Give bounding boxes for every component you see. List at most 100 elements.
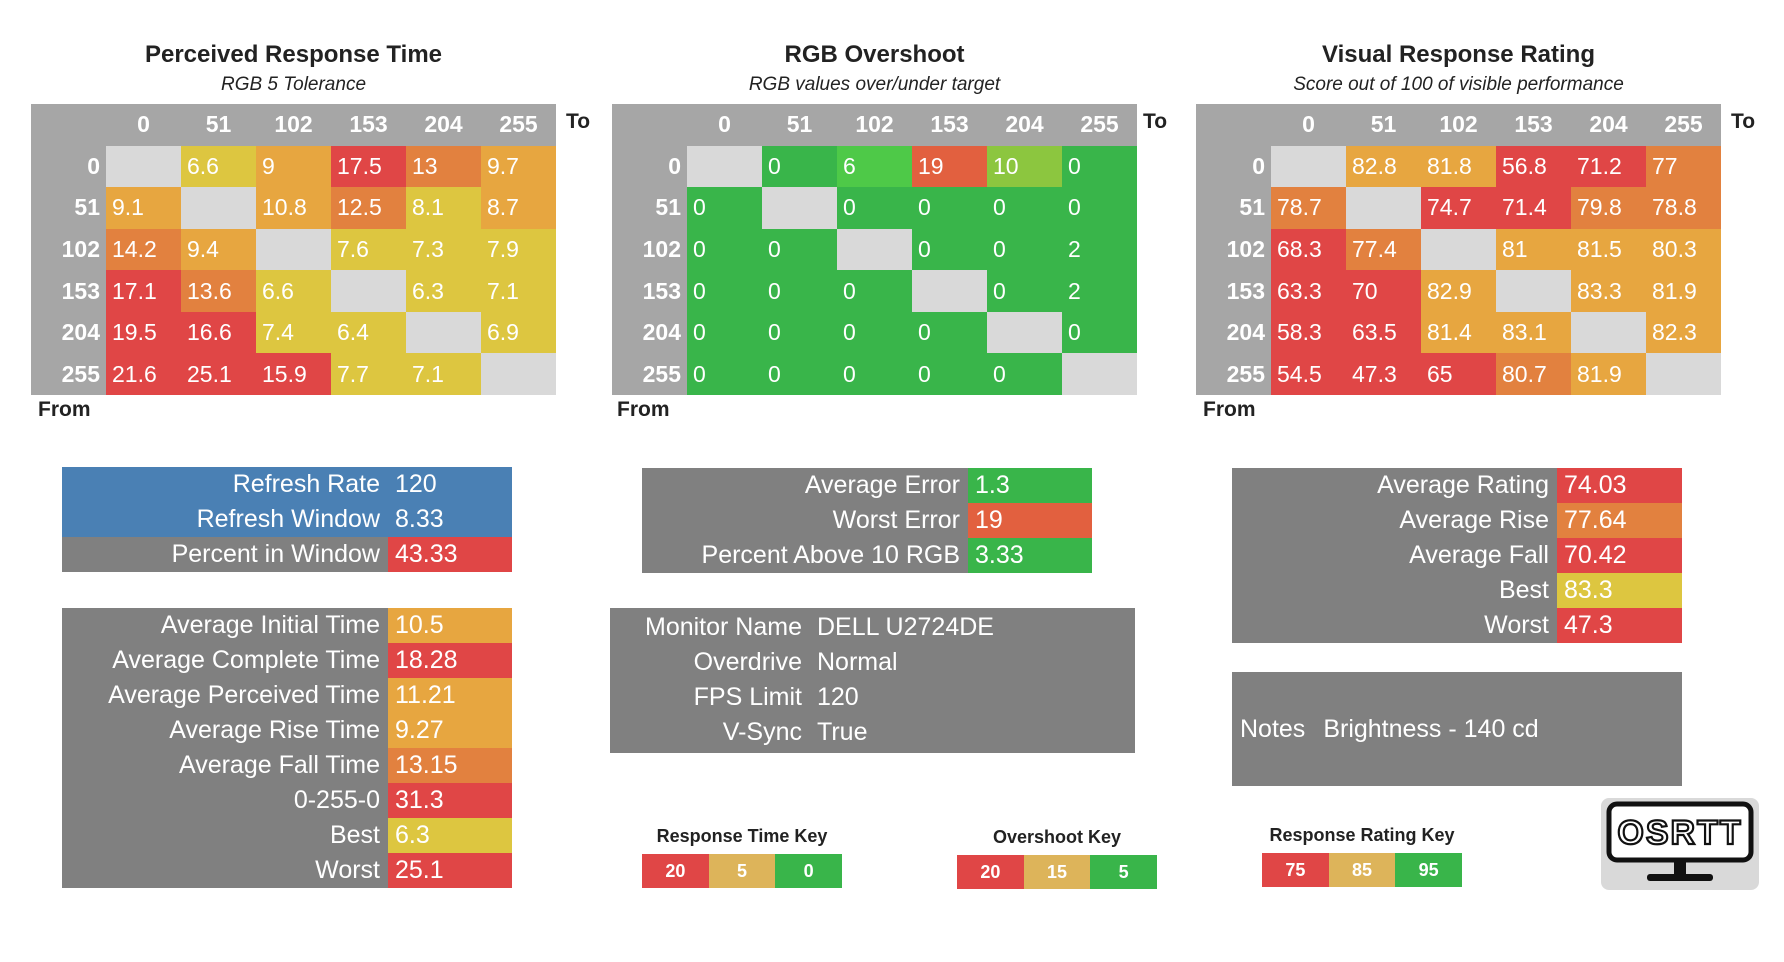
matrix-cell: 0 <box>987 228 1062 271</box>
matrix-cell: 0 <box>912 353 987 395</box>
matrix-cell: 17.1 <box>106 270 181 312</box>
column-header: 102 <box>274 111 313 138</box>
matrix-cell: 0 <box>837 311 912 354</box>
matrix-cell: 0 <box>762 270 837 312</box>
matrix-cell: 63.5 <box>1346 311 1421 354</box>
matrix-cell <box>837 228 912 271</box>
matrix-cell: 7.3 <box>406 228 481 271</box>
matrix-cell: 81.8 <box>1421 145 1496 188</box>
matrix-cell: 77 <box>1646 145 1721 188</box>
notes-label: Notes <box>1240 714 1306 743</box>
matrix-cell: 0 <box>762 353 837 395</box>
row-header: 102 <box>1226 235 1265 262</box>
row-header: 51 <box>74 194 100 221</box>
stat-value: 3.33 <box>968 538 1092 573</box>
row-header: 255 <box>642 360 681 387</box>
matrix-cell: 79.8 <box>1571 187 1646 229</box>
column-header: 51 <box>205 111 232 138</box>
matrix-cell: 0 <box>1062 145 1137 188</box>
matrix-cell: 19.5 <box>106 311 181 354</box>
matrix-cell: 10 <box>987 145 1062 188</box>
stat-label: Monitor Name <box>645 613 802 641</box>
refresh-panel: Refresh Rate 120 Refresh Window 8.33 Percent… <box>62 467 512 572</box>
stat-row: Best 83.3 <box>1232 573 1682 608</box>
matrix-cell: 25.1 <box>181 353 256 395</box>
matrix-cell <box>1496 270 1571 312</box>
stat-label: Average Complete Time <box>112 646 380 674</box>
stat-row: Best 6.3 <box>62 818 512 853</box>
column-header: 255 <box>499 111 538 138</box>
key-swatch: 85 <box>1328 853 1396 887</box>
key-swatch: 95 <box>1395 853 1463 887</box>
stat-row: Average Rise 77.64 <box>1232 503 1682 538</box>
stat-label: Best <box>1498 576 1549 604</box>
row-header: 204 <box>61 319 100 346</box>
column-header: 204 <box>1589 111 1628 138</box>
matrix-cell: 10.8 <box>256 187 331 229</box>
stat-label: Refresh Window <box>196 505 380 533</box>
key-swatch: 5 <box>1090 855 1158 889</box>
matrix-cell: 7.1 <box>481 270 556 312</box>
stat-label: Refresh Rate <box>232 470 380 498</box>
column-header: 153 <box>930 111 969 138</box>
matrix-cell: 74.7 <box>1421 187 1496 229</box>
matrix-cell: 13 <box>406 145 481 188</box>
matrix-cell: 81.5 <box>1571 228 1646 271</box>
column-header: 51 <box>1370 111 1397 138</box>
row-header: 153 <box>61 277 100 304</box>
matrix-cell: 15.9 <box>256 353 331 395</box>
matrix-cell: 0 <box>987 187 1062 229</box>
matrix-cell <box>106 145 181 188</box>
column-header: 0 <box>718 111 731 138</box>
matrix-cell: 7.1 <box>406 353 481 395</box>
matrix-corner <box>31 104 106 146</box>
matrix-cell: 7.4 <box>256 311 331 354</box>
column-header: 0 <box>1302 111 1315 138</box>
matrix-cell <box>256 228 331 271</box>
overshoot-key: 20 15 5 <box>957 855 1158 889</box>
matrix-cell: 0 <box>762 145 837 188</box>
vrr-to-label: To <box>1731 110 1756 133</box>
response-rating-key-title: Response Rating Key <box>1269 825 1455 845</box>
matrix-cell <box>1571 311 1646 354</box>
matrix-cell: 7.6 <box>331 228 406 271</box>
matrix-cell: 0 <box>837 187 912 229</box>
overshoot-subtitle: RGB values over/under target <box>748 74 1001 95</box>
matrix-cell: 2 <box>1062 228 1137 271</box>
stat-label: Worst <box>315 856 380 884</box>
stat-label: Percent Above 10 RGB <box>701 541 960 569</box>
column-header: 204 <box>1005 111 1044 138</box>
stat-value: Normal <box>817 648 898 676</box>
matrix-cell <box>687 145 762 188</box>
matrix-cell: 82.3 <box>1646 311 1721 354</box>
stat-value: 10.5 <box>388 608 512 643</box>
stat-row: Average Perceived Time 11.21 <box>62 678 512 713</box>
stat-label: Percent in Window <box>171 540 380 568</box>
key-swatch: 20 <box>642 854 709 888</box>
matrix-cell: 17.5 <box>331 145 406 188</box>
stat-value: 25.1 <box>388 853 512 888</box>
column-header: 51 <box>786 111 813 138</box>
overshoot-matrix: 0 51 102 153 204 255 0 0 6 19 10 0 51 0 0 0 0 0 102 0 0 0 0 2 15… <box>612 104 1137 395</box>
matrix-cell: 68.3 <box>1271 228 1346 271</box>
matrix-cell: 9 <box>256 145 331 188</box>
rating-panel: Average Rating 74.03 Average Rise 77.64 Aver… <box>1232 468 1682 643</box>
stat-label: Average Fall Time <box>178 751 380 779</box>
matrix-cell <box>181 187 256 229</box>
matrix-cell: 12.5 <box>331 187 406 229</box>
stat-value: 11.21 <box>388 678 512 713</box>
stat-label: 0-255-0 <box>293 786 380 814</box>
prt-subtitle: RGB 5 Tolerance <box>220 74 367 95</box>
matrix-cell: 80.7 <box>1496 353 1571 395</box>
prt-to-label: To <box>566 110 591 133</box>
matrix-cell: 2 <box>1062 270 1137 312</box>
matrix-cell: 6.4 <box>331 311 406 354</box>
matrix-cell: 83.1 <box>1496 311 1571 354</box>
matrix-cell: 0 <box>762 228 837 271</box>
prt-from-label: From <box>38 398 91 421</box>
matrix-cell <box>481 353 556 395</box>
stat-value: 120 <box>817 683 859 711</box>
stat-label: Worst Error <box>832 506 960 534</box>
column-header: 102 <box>1439 111 1478 138</box>
matrix-cell: 0 <box>912 187 987 229</box>
